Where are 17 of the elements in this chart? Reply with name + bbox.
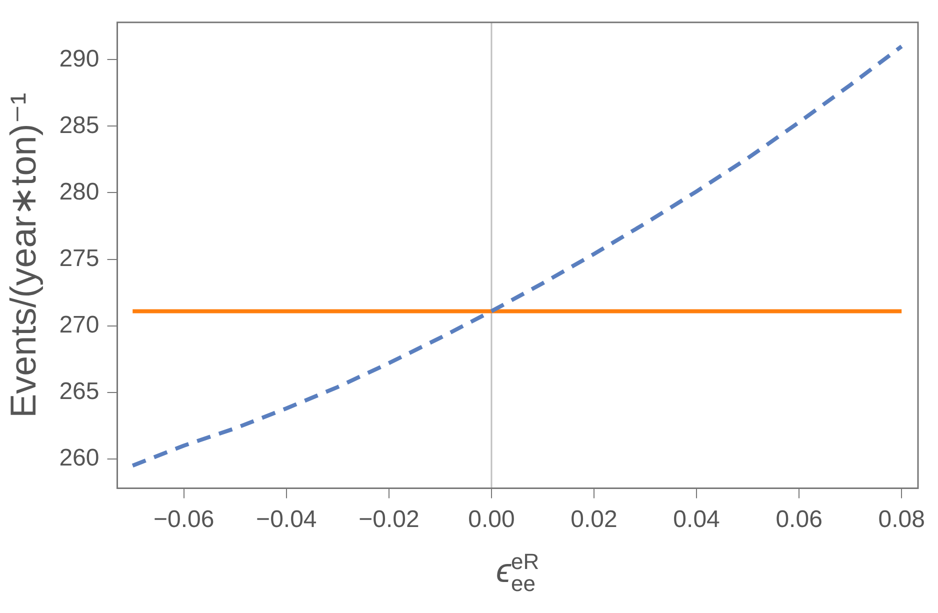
- x-tick-label: −0.04: [256, 506, 317, 534]
- x-tick-label: 0.02: [570, 506, 618, 534]
- x-tick-label: 0.00: [468, 506, 515, 534]
- y-tick-label: 290: [59, 45, 100, 72]
- y-tick-label: 280: [59, 178, 100, 206]
- x-tick-label: 0.06: [776, 506, 822, 534]
- y-tick-label: 285: [59, 112, 100, 139]
- x-tick-label: 0.08: [878, 506, 925, 534]
- x-tick-label: −0.06: [154, 506, 214, 534]
- y-tick-label: 265: [59, 378, 100, 406]
- y-tick-label: 260: [59, 444, 100, 472]
- y-axis-title: Events/(year∗ton)⁻¹: [2, 92, 44, 418]
- x-tick-label: 0.04: [673, 506, 720, 534]
- x-tick-label: −0.02: [358, 506, 420, 534]
- y-tick-label: 270: [59, 311, 100, 338]
- line-series: [130, 44, 904, 468]
- y-tick-label: 275: [59, 244, 100, 272]
